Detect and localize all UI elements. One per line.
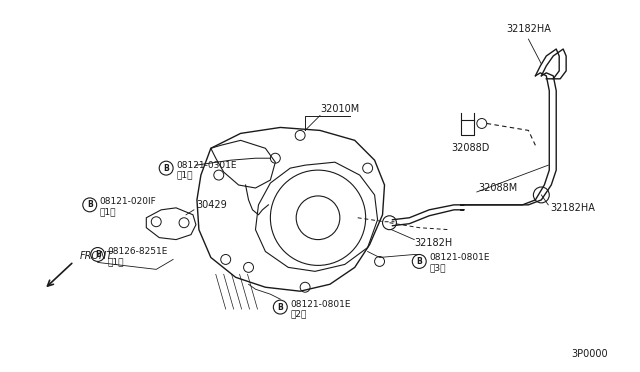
Text: 32182HA: 32182HA (550, 203, 595, 213)
Text: 32088D: 32088D (451, 143, 490, 153)
Text: B: B (277, 302, 283, 312)
Text: 08121-020lF: 08121-020lF (100, 198, 156, 206)
Text: 32182HA: 32182HA (507, 24, 552, 34)
Text: B: B (87, 201, 93, 209)
Text: B: B (417, 257, 422, 266)
Text: 3P0000: 3P0000 (572, 349, 608, 359)
Text: 32182H: 32182H (414, 238, 452, 248)
Text: FRONT: FRONT (80, 251, 113, 262)
Text: B: B (163, 164, 169, 173)
Text: 32088M: 32088M (479, 183, 518, 193)
Text: 30429: 30429 (196, 200, 227, 210)
Text: （2）: （2） (290, 310, 307, 318)
Text: （1）: （1） (176, 171, 193, 180)
Text: 32010M: 32010M (320, 103, 359, 113)
Text: 08126-8251E: 08126-8251E (108, 247, 168, 256)
Text: （1）: （1） (100, 207, 116, 216)
Text: 08121-0301E: 08121-0301E (176, 161, 237, 170)
Text: B: B (95, 250, 100, 259)
Text: （3）: （3） (429, 263, 445, 272)
Text: （1）: （1） (108, 257, 124, 266)
Text: 08121-0801E: 08121-0801E (290, 299, 351, 309)
Text: 08121-0801E: 08121-0801E (429, 253, 490, 262)
